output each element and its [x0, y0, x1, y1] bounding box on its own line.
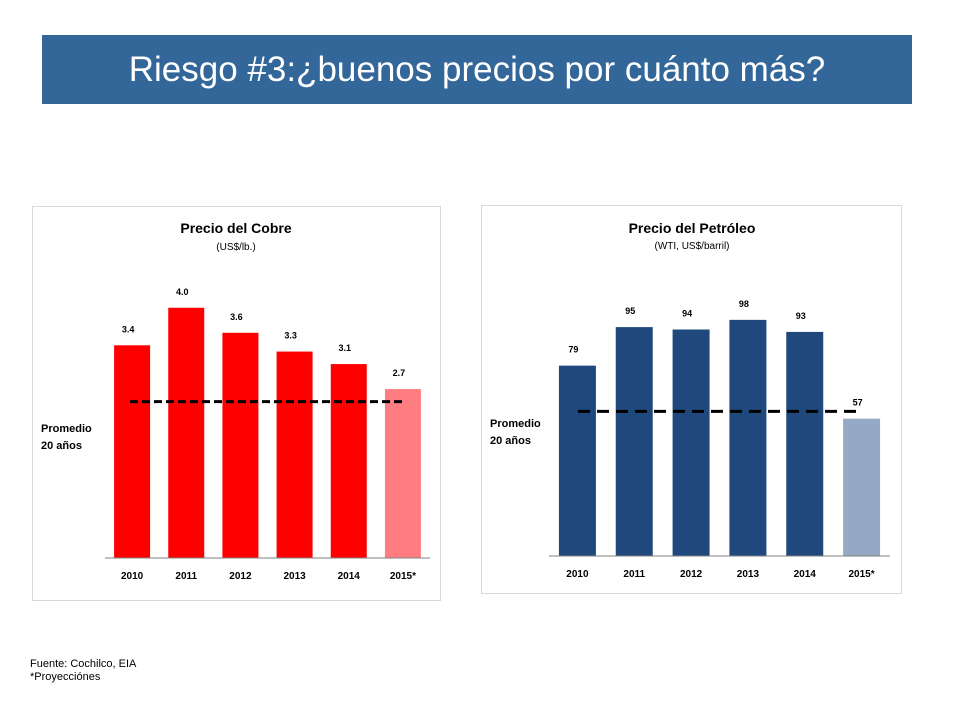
data-label: 2.7 [393, 368, 406, 378]
x-tick-label: 2015* [390, 571, 416, 582]
chart-title: Precio del Petróleo [629, 220, 756, 236]
bar-2013 [729, 319, 767, 556]
bar-2010 [114, 345, 151, 558]
x-tick-label: 2013 [737, 569, 760, 580]
x-tick-label: 2012 [680, 569, 703, 580]
bar-2013 [276, 351, 313, 558]
x-tick-label: 2012 [229, 571, 252, 582]
slide-title: Riesgo #3:¿buenos precios por cuánto más… [128, 49, 826, 89]
chart-subtitle: (WTI, US$/barril) [655, 241, 730, 252]
copper-chart-svg: Precio del Cobre (US$/lb.) 3.4 2010 4.0 2011 3… [41, 220, 430, 582]
data-label: 3.6 [230, 312, 243, 322]
x-tick-label: 2011 [623, 569, 645, 580]
projection-note: *Proyecciónes [30, 671, 101, 683]
chart-subtitle: (US$/lb.) [216, 242, 255, 253]
data-label: 4.0 [176, 287, 189, 297]
oil-chart-svg: Precio del Petróleo (WTI, US$/barril) 79 20… [490, 220, 890, 580]
average-label: 20 años [490, 435, 531, 447]
bar-2011 [168, 307, 205, 558]
copper-price-chart: Precio del Cobre (US$/lb.) 3.4 2010 4.0 2011 3… [32, 206, 441, 601]
data-label: 57 [853, 398, 863, 408]
x-tick-label: 2014 [794, 569, 817, 580]
chart-title: Precio del Cobre [180, 220, 291, 236]
x-tick-label: 2010 [566, 569, 589, 580]
x-tick-label: 2011 [175, 571, 197, 582]
data-label: 95 [625, 306, 635, 316]
data-label: 3.1 [338, 343, 351, 353]
x-tick-label: 2013 [283, 571, 306, 582]
average-label: 20 años [41, 440, 82, 452]
data-label: 79 [568, 345, 578, 355]
source-note: Fuente: Cochilco, EIA [30, 658, 137, 670]
x-tick-label: 2015* [849, 569, 875, 580]
bar-2011 [615, 327, 653, 556]
data-label: 3.3 [284, 331, 297, 341]
bar-2012 [672, 329, 710, 556]
data-label: 98 [739, 299, 749, 309]
oil-price-chart: Precio del Petróleo (WTI, US$/barril) 79 20… [481, 205, 902, 594]
bar-2014 [330, 364, 367, 558]
data-label: 94 [682, 309, 692, 319]
data-label: 93 [796, 311, 806, 321]
bar-2010 [558, 365, 596, 556]
x-tick-label: 2010 [121, 571, 144, 582]
average-label: Promedio [41, 423, 92, 435]
bar-2015* [384, 389, 421, 558]
data-label: 3.4 [122, 324, 135, 334]
bar-2014 [786, 331, 824, 556]
average-label: Promedio [490, 418, 541, 430]
bar-2015* [843, 418, 881, 556]
footer: Fuente: Cochilco, EIA *Proyecciónes [30, 658, 136, 684]
title-banner: Riesgo #3:¿buenos precios por cuánto más… [42, 35, 912, 104]
bar-2012 [222, 332, 259, 558]
x-tick-label: 2014 [338, 571, 361, 582]
